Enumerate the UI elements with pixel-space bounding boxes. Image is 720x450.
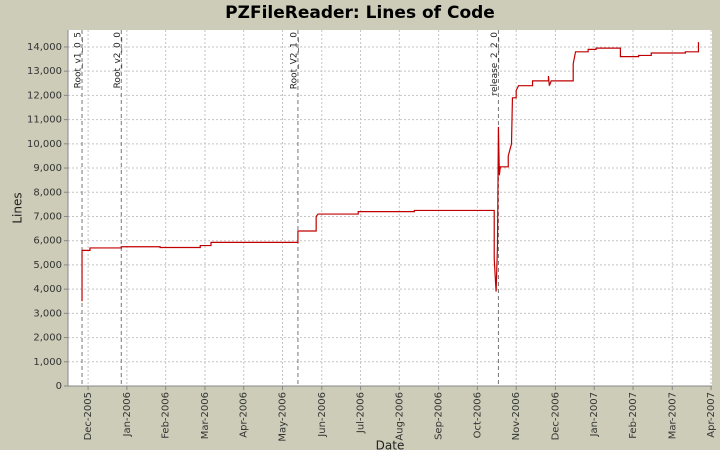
- plot-area: [68, 30, 712, 386]
- y-axis-title: Lines: [11, 192, 25, 223]
- y-tick-label: 8,000: [33, 187, 62, 198]
- y-tick-label: 7,000: [33, 211, 62, 222]
- y-tick-label: 1,000: [33, 357, 62, 368]
- y-tick-label: 6,000: [33, 236, 62, 247]
- x-tick-label: Jul-2006: [356, 392, 367, 434]
- x-tick-label: Jan-2007: [589, 392, 600, 437]
- y-tick-label: 13,000: [27, 66, 62, 77]
- x-tick-label: Feb-2006: [161, 392, 172, 439]
- x-axis-title: Date: [376, 439, 405, 450]
- x-tick-label: Dec-2005: [83, 392, 94, 440]
- x-tick-label: Apr-2006: [239, 392, 250, 438]
- chart-title: PZFileReader: Lines of Code: [225, 3, 495, 23]
- y-tick-label: 3,000: [33, 308, 62, 319]
- y-tick-label: 5,000: [33, 260, 62, 271]
- y-tick-label: 12,000: [27, 90, 62, 101]
- x-tick-label: Mar-2007: [667, 392, 678, 439]
- x-tick-label: Dec-2006: [550, 392, 561, 440]
- y-tick-label: 4,000: [33, 284, 62, 295]
- marker-label: Root_V2_1_0: [289, 32, 299, 89]
- x-tick-label: Aug-2006: [394, 392, 405, 441]
- x-tick-label: Apr-2007: [706, 392, 717, 438]
- marker-label: Root_v1_0_5: [74, 32, 84, 88]
- x-tick-label: Nov-2006: [511, 392, 522, 440]
- x-tick-label: Jun-2006: [317, 392, 328, 438]
- x-tick-label: Sep-2006: [434, 392, 445, 440]
- y-tick-label: 10,000: [27, 139, 62, 150]
- y-tick-label: 9,000: [33, 163, 62, 174]
- y-tick-label: 0: [56, 381, 62, 392]
- data-line: [81, 42, 700, 302]
- y-tick-label: 14,000: [27, 42, 62, 53]
- x-tick-label: Feb-2007: [628, 392, 639, 439]
- x-tick-label: Mar-2006: [200, 392, 211, 439]
- x-tick-label: Oct-2006: [472, 392, 483, 438]
- x-tick-label: May-2006: [278, 392, 289, 442]
- y-tick-label: 11,000: [27, 115, 62, 126]
- y-tick-label: 2,000: [33, 333, 62, 344]
- marker-label: release_2_2_0: [490, 32, 500, 96]
- x-tick-label: Jan-2006: [122, 392, 133, 437]
- marker-label: Root_v2_0_0: [113, 32, 123, 89]
